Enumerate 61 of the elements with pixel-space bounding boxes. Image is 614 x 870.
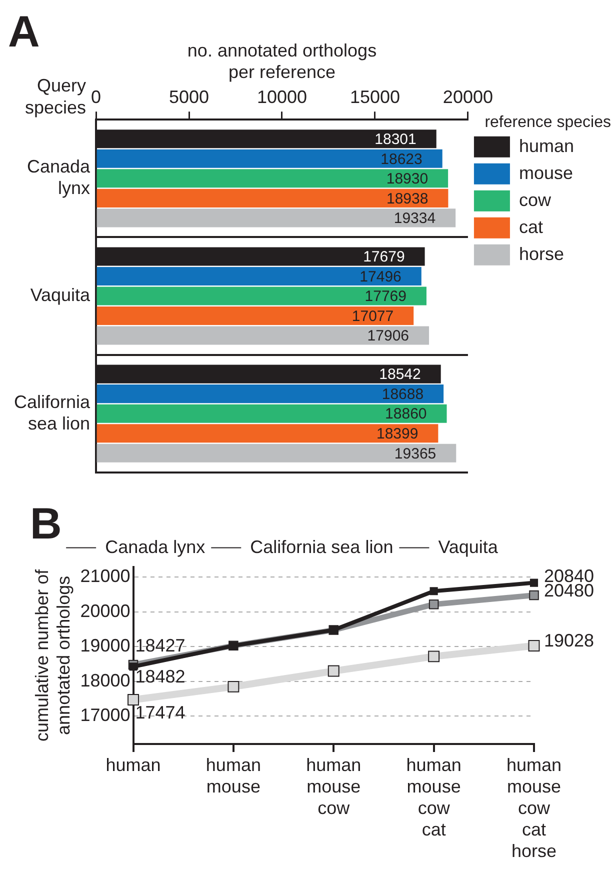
point	[328, 665, 340, 677]
data-label: 17679	[363, 248, 405, 266]
data-label: 17077	[352, 308, 394, 325]
y-tick-label: 21000	[80, 566, 130, 586]
x-tick-label: 20000	[442, 86, 493, 107]
data-label: 18301	[374, 131, 416, 148]
data-label: 17474	[135, 702, 186, 723]
point	[528, 640, 540, 652]
x-tick-label: human mouse cow cat horse	[506, 754, 562, 862]
y-tick-label: 17000	[80, 705, 130, 726]
chart-title: B	[30, 500, 62, 549]
legend-label: human	[518, 136, 574, 156]
data-label: 18542	[379, 366, 421, 384]
data-label: 17496	[360, 268, 402, 286]
point	[129, 662, 138, 671]
legend-label: cow	[518, 190, 552, 210]
y-tick-label: 19000	[80, 636, 130, 656]
y-axis-title: cumulative number of annotated orthologs	[32, 568, 74, 742]
legend-label: California sea lion	[250, 536, 394, 557]
data-label: 18930	[386, 170, 428, 188]
x-tick-label: 15000	[350, 86, 400, 107]
point	[428, 650, 440, 662]
data-label: 18860	[385, 406, 427, 423]
chart-title: A	[8, 8, 40, 57]
point	[428, 599, 439, 610]
point	[128, 694, 139, 706]
legend-title: reference species	[484, 114, 611, 131]
data-label: 18427	[135, 636, 186, 656]
y-axis-title: Query species	[25, 76, 86, 118]
point	[530, 578, 538, 587]
x-tick-label: human mouse	[206, 754, 261, 796]
data-label: 18482	[135, 666, 186, 687]
legend-label: Canada lynx	[105, 536, 206, 557]
x-tick-label: 5000	[168, 86, 210, 107]
y-tick-label: 18000	[80, 670, 130, 690]
x-tick-label: human	[106, 754, 161, 775]
y-tick-label: 20000	[80, 600, 130, 621]
point	[228, 680, 240, 692]
data-label: 19334	[394, 210, 436, 228]
point	[430, 587, 438, 596]
x-tick-label: 10000	[256, 86, 308, 107]
x-tick-label: 0	[91, 86, 102, 107]
point	[529, 590, 539, 600]
x-tick-label: human mouse cow	[306, 754, 362, 818]
data-label: 17906	[367, 328, 410, 345]
legend-label: mouse	[518, 162, 573, 183]
x-axis-title: no. annotated orthologs per reference	[187, 40, 377, 82]
data-label: 19028	[544, 630, 594, 651]
legend-label: cat	[518, 216, 543, 237]
legend-label: Vaquita	[438, 536, 499, 557]
legend-label: horse	[518, 244, 564, 264]
data-label: 17769	[364, 288, 406, 306]
data-label: 18399	[376, 425, 418, 442]
x-tick-label: human mouse cow cat	[406, 754, 462, 840]
data-label: 18623	[380, 150, 422, 168]
data-label: 18688	[382, 386, 424, 403]
y-tick-label: Canada lynx	[26, 156, 92, 198]
data-label: 18938	[386, 190, 428, 208]
data-label: 19365	[394, 445, 436, 462]
y-tick-label: Vaquita	[30, 284, 92, 305]
y-tick-label: California sea lion	[14, 392, 92, 434]
